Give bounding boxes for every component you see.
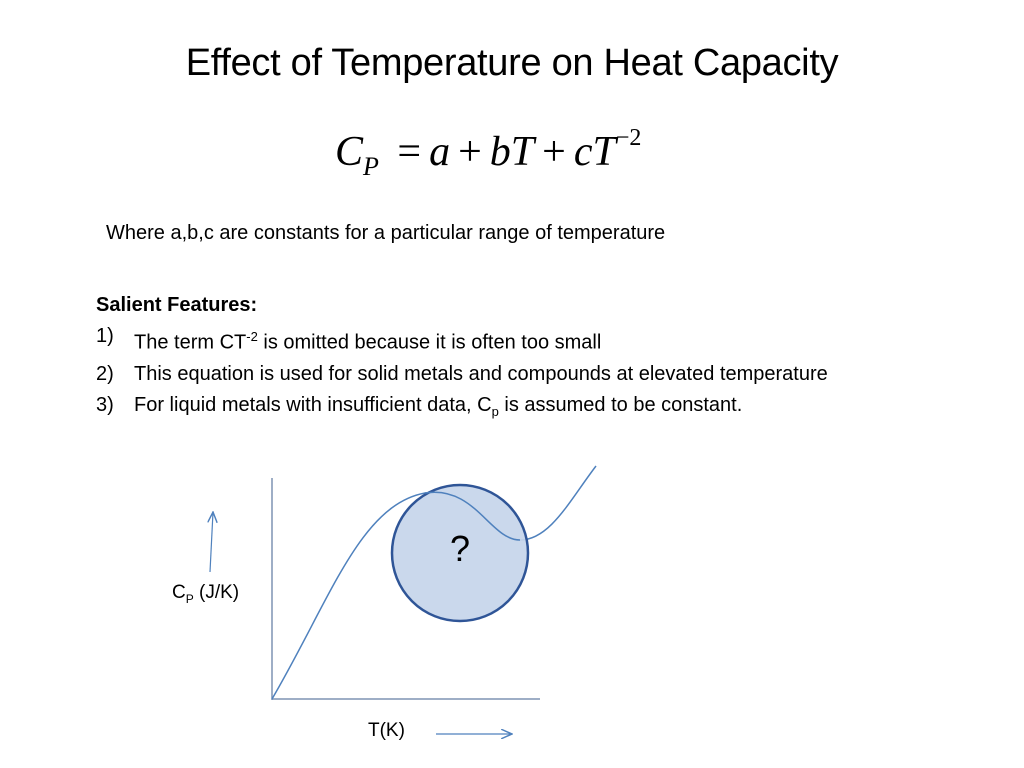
feature-item-1: 1) The term CT-2 is omitted because it i…: [96, 321, 828, 359]
feature-item-2: 2) This equation is used for solid metal…: [96, 359, 828, 390]
salient-features: Salient Features: 1) The term CT-2 is om…: [96, 290, 828, 427]
y-label-main: C: [172, 582, 186, 603]
feature-number: 1): [96, 325, 114, 347]
heat-capacity-equation: CP = a + bT + cT−2: [335, 125, 695, 188]
eq-a: a: [429, 129, 451, 175]
x-axis-label: T(K): [368, 720, 405, 741]
eq-subscript-p: P: [363, 152, 379, 181]
feature-text-post: is omitted because it is often too small: [257, 331, 602, 354]
feature-text: This equation is used for solid metals a…: [134, 362, 828, 385]
feature-text-pre: The term CT: [134, 331, 247, 354]
feature-text: The term CT-2 is omitted because it is o…: [134, 321, 601, 359]
feature-text-post: is assumed to be constant.: [498, 393, 743, 416]
eq-plus-1: +: [458, 129, 482, 175]
slide-title: Effect of Temperature on Heat Capacity: [185, 42, 839, 84]
features-heading: Salient Features:: [96, 294, 258, 316]
feature-text-pre: For liquid metals with insufficient data…: [134, 393, 492, 416]
eq-ct: cT: [573, 129, 616, 175]
feature-superscript: -2: [246, 329, 258, 344]
eq-exponent: −2: [615, 125, 642, 151]
eq-equals: =: [397, 129, 422, 175]
eq-bt: bT: [489, 129, 535, 175]
question-mark: ?: [450, 528, 471, 569]
y-direction-arrow: [210, 512, 213, 573]
uncertain-region-circle: [390, 483, 530, 623]
y-label-unit: (J/K): [193, 582, 240, 603]
feature-subscript: p: [491, 403, 499, 419]
feature-number: 2): [96, 362, 114, 385]
feature-text: For liquid metals with insufficient data…: [134, 390, 742, 427]
constants-note: Where a,b,c are constants for a particul…: [106, 222, 666, 244]
y-axis-label: CP (J/K): [172, 582, 239, 606]
y-label-subscript: P: [185, 591, 194, 606]
feature-number: 3): [96, 393, 114, 416]
cp-curve-inside-circle: [424, 491, 521, 541]
eq-c: C: [335, 129, 364, 175]
feature-item-3: 3) For liquid metals with insufficient d…: [96, 390, 828, 427]
eq-plus-2: +: [542, 129, 566, 175]
